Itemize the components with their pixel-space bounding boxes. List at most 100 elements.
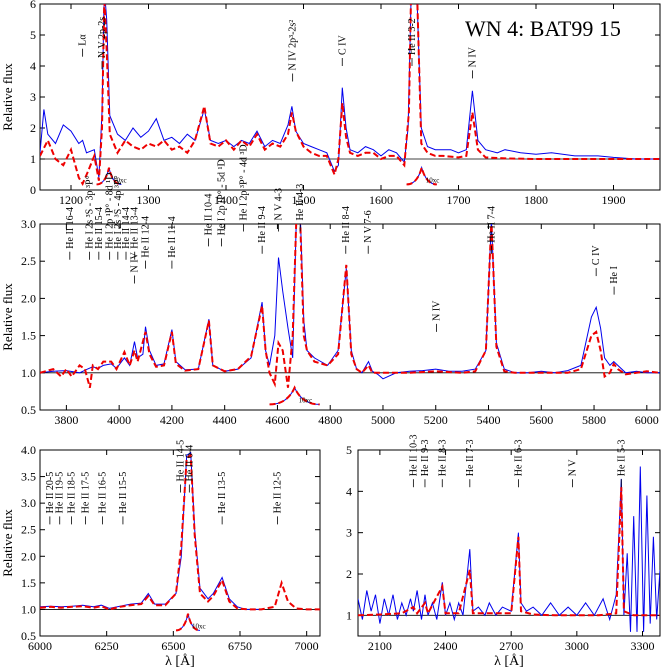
model-spectrum [40,224,660,388]
inset-model [96,167,122,186]
x-tick-label: 1300 [137,193,161,207]
y-tick-label: 2 [346,567,352,581]
line-id-label: He II 7-4 [486,206,497,243]
x-tick-label: 6250 [95,639,119,653]
x-tick-label: 1500 [292,193,316,207]
x-axis-label: λ [Å] [494,653,524,669]
y-tick-label: 3 [346,526,352,540]
y-tick-label: 2.5 [21,523,36,537]
line-id-label: C IV [591,245,602,266]
y-tick-label: 3.5 [21,470,36,484]
y-tick-label: 0.5 [21,629,36,643]
line-id-label: He II 17-5 [81,472,92,514]
line-id-label: He II 8-4 [341,206,352,243]
observed-spectrum [358,466,660,632]
line-id-label: He II 16-5 [97,472,108,514]
x-tick-label: 3800 [54,413,78,427]
line-id-label: He II 3-2 [407,18,418,55]
line-id-label: He II 13-5 [217,472,228,514]
panel2-frame [39,223,661,411]
y-tick-label: 5 [346,443,352,457]
panel2-plot-area [40,224,660,406]
x-tick-label: 2400 [434,639,458,653]
line-id-label: He II 12-5 [273,472,284,514]
x-tick-label: 5000 [371,413,395,427]
model-spectrum [40,453,320,611]
line-id-label: He II 6-4 [184,445,195,482]
line-id-label: He II 13-4 [130,207,141,249]
x-tick-label: 1800 [524,193,548,207]
line-id-label: He II 4-3 [295,184,306,221]
line-id-label: Lα [78,34,89,46]
y-tick-label: 1 [346,608,352,622]
y-tick-label: 4.0 [21,443,36,457]
y-tick-label: 3.0 [21,217,36,231]
inset-label: 10xc [299,396,313,404]
y-tick-label: 1 [30,152,36,166]
line-id-label: N V 2p-2s [97,17,108,58]
y-axis-label: Relative flux [0,283,15,351]
line-id-label: He II 11-4 [167,216,178,257]
line-id-label: He II 8-3 [437,440,448,477]
y-tick-label: 2.0 [21,549,36,563]
y-tick-label: 0.5 [21,403,36,417]
x-tick-label: 1400 [214,193,238,207]
chart-title: WN 4: BAT99 15 [465,16,621,41]
x-tick-label: 2100 [368,639,392,653]
x-tick-label: 3000 [565,639,589,653]
x-tick-label: 3300 [630,639,654,653]
panel4-frame [357,449,661,637]
y-tick-label: 4 [30,59,36,73]
line-id-label: He II 14-4 [121,207,132,249]
y-tick-label: 5 [30,28,36,42]
line-id-label: N IV [129,251,140,272]
line-id-label: He II 14-5 [176,440,187,482]
y-tick-label: 1.0 [21,366,36,380]
inset-label: 10xc [113,176,127,184]
y-tick-label: 4 [346,484,352,498]
x-tick-label: 5400 [477,413,501,427]
line-id-label: He I 2s ³S - 3p ³P° [85,175,96,248]
x-tick-label: 1200 [59,193,83,207]
line-id-label: He II 10-3 [408,435,419,477]
line-id-label: He II 10-4 [204,194,215,236]
y-tick-label: 3 [30,90,36,104]
y-tick-label: 6 [30,0,36,11]
line-id-label: He II 20-5 [45,472,56,514]
y-axis-label: Relative flux [0,509,15,577]
panel1-plot-area [40,4,660,186]
y-tick-label: 2.5 [21,254,36,268]
y-tick-label: 1.5 [21,329,36,343]
line-id-label: N IV [432,300,443,321]
x-tick-label: 6500 [161,639,185,653]
line-id-label: N V 7-6 [363,210,374,242]
line-id-label: He II 15-4 [94,207,105,249]
line-id-label: He II 7-3 [465,440,476,477]
x-tick-label: 6750 [228,639,252,653]
line-id-label: N IV 2p³-2s² [288,20,299,71]
x-tick-label: 5600 [529,413,553,427]
panel3-plot-area [40,451,320,632]
line-id-label: He II 9-4 [257,206,268,243]
x-tick-label: 4200 [160,413,184,427]
x-tick-label: 6000 [635,413,659,427]
panel3-panel: 6000 6250 6500 6750 7000 0.5 1.0 1.5 2.0 2.5 3.0 3.… [0,440,321,669]
line-id-label: He II 9-3 [420,440,431,477]
panel2-panel: 3800 4000 4200 4400 4600 4800 5000 5200 5400 5600… [0,144,661,427]
x-tick-label: 5200 [424,413,448,427]
line-id-label: He I 2p ³P° - 4d ³D [238,144,249,220]
line-id-label: He II 12-4 [141,216,152,258]
line-id-label: He II 16-4 [65,207,76,249]
x-tick-label: 6000 [28,639,52,653]
line-id-label: C IV [337,35,348,56]
x-tick-label: 5800 [582,413,606,427]
panel3-frame [39,449,321,637]
y-tick-label: 2.0 [21,291,36,305]
inset-model [269,385,320,406]
panel4-panel: 2100 2400 2700 3000 3300 1 2 3 4 5 λ [Å] He II 10-3… [346,435,661,669]
model-spectrum [358,487,660,617]
y-tick-label: 1.0 [21,602,36,616]
line-id-label: He I 2p ¹P° - 8d ¹D [105,173,116,249]
y-tick-label: 2 [30,121,36,135]
